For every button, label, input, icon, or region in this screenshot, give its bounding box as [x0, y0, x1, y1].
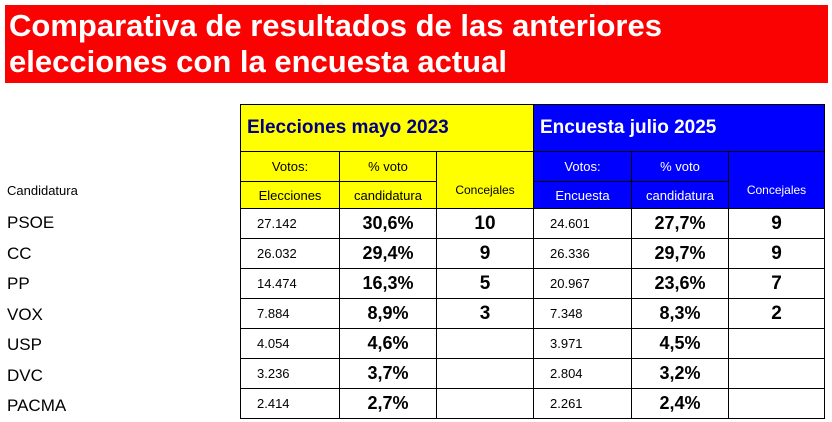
elecciones-pct-cell: 16,3%	[339, 268, 437, 299]
encuesta-seats-cell	[728, 388, 825, 419]
elecciones-concejales-header: Concejales	[436, 151, 534, 209]
elecciones-pct-header-1: % voto	[339, 151, 437, 182]
elecciones-votes-cell: 27.142	[240, 208, 340, 239]
table-row: 27.142 30,6% 10 24.601 27,7% 9	[240, 208, 825, 239]
party-names: PSOE CC PP VOX USP DVC PACMA	[7, 208, 66, 422]
elecciones-seats-cell: 10	[436, 208, 534, 239]
candidatura-header: Candidatura	[7, 183, 78, 198]
results-rows: 27.142 30,6% 10 24.601 27,7% 9 26.032 29,4% 9 26.…	[240, 208, 825, 419]
party-name: PACMA	[7, 396, 67, 415]
encuesta-votes-cell: 2.804	[533, 358, 632, 389]
results-table: Elecciones mayo 2023 Encuesta julio 2025…	[240, 104, 825, 419]
elecciones-group-title: Elecciones mayo 2023	[240, 104, 534, 152]
elecciones-votes-cell: 2.414	[240, 388, 340, 419]
encuesta-seats-cell: 9	[728, 208, 825, 239]
elecciones-pct-header-2: candidatura	[339, 181, 437, 209]
table-row: 3.236 3,7% 2.804 3,2%	[240, 358, 825, 389]
encuesta-pct-cell: 2,4%	[631, 388, 729, 419]
table-row: 26.032 29,4% 9 26.336 29,7% 9	[240, 238, 825, 269]
encuesta-votes-cell: 3.971	[533, 328, 632, 359]
encuesta-votos-header-2: Encuesta	[533, 181, 632, 209]
elecciones-seats-cell: 5	[436, 268, 534, 299]
encuesta-seats-cell: 7	[728, 268, 825, 299]
party-name: PSOE	[7, 213, 55, 232]
encuesta-group-title: Encuesta julio 2025	[533, 104, 825, 152]
elecciones-votes-cell: 4.054	[240, 328, 340, 359]
elecciones-votes-cell: 26.032	[240, 238, 340, 269]
encuesta-pct-cell: 29,7%	[631, 238, 729, 269]
party-name: PP	[7, 274, 30, 293]
encuesta-votes-cell: 2.261	[533, 388, 632, 419]
elecciones-seats-cell: 3	[436, 298, 534, 329]
encuesta-votes-cell: 24.601	[533, 208, 632, 239]
encuesta-seats-cell: 2	[728, 298, 825, 329]
party-name: USP	[7, 335, 42, 354]
party-name: DVC	[7, 365, 43, 385]
encuesta-votos-header-1: Votos:	[533, 151, 632, 182]
elecciones-pct-cell: 30,6%	[339, 208, 437, 239]
elecciones-pct-cell: 2,7%	[339, 388, 437, 419]
elecciones-pct-cell: 4,6%	[339, 328, 437, 359]
elecciones-pct-cell: 29,4%	[339, 238, 437, 269]
elecciones-pct-cell: 8,9%	[339, 298, 437, 329]
table-row: 2.414 2,7% 2.261 2,4%	[240, 388, 825, 419]
table-row: 4.054 4,6% 3.971 4,5%	[240, 328, 825, 359]
encuesta-seats-cell	[728, 328, 825, 359]
encuesta-votes-cell: 7.348	[533, 298, 632, 329]
table-row: 7.884 8,9% 3 7.348 8,3% 2	[240, 298, 825, 329]
encuesta-pct-cell: 3,2%	[631, 358, 729, 389]
encuesta-concejales-header: Concejales	[728, 151, 825, 209]
party-name: CC	[7, 243, 32, 263]
title-line-1: Comparativa de resultados de las anterio…	[9, 8, 662, 43]
encuesta-pct-header-1: % voto	[631, 151, 729, 182]
elecciones-seats-cell	[436, 328, 534, 359]
title-line-2: elecciones con la encuesta actual	[9, 44, 507, 79]
encuesta-pct-cell: 8,3%	[631, 298, 729, 329]
encuesta-pct-cell: 27,7%	[631, 208, 729, 239]
elecciones-votos-header-1: Votos:	[240, 151, 340, 182]
elecciones-pct-cell: 3,7%	[339, 358, 437, 389]
encuesta-pct-header-2: candidatura	[631, 181, 729, 209]
encuesta-pct-cell: 4,5%	[631, 328, 729, 359]
elecciones-concejales-label: Concejales	[455, 182, 515, 197]
elecciones-seats-cell	[436, 388, 534, 419]
encuesta-votes-cell: 20.967	[533, 268, 632, 299]
elecciones-votes-cell: 14.474	[240, 268, 340, 299]
elecciones-seats-cell: 9	[436, 238, 534, 269]
elecciones-votes-cell: 7.884	[240, 298, 340, 329]
elecciones-votes-cell: 3.236	[240, 358, 340, 389]
title-banner: Comparativa de resultados de las anterio…	[5, 5, 828, 83]
encuesta-concejales-label: Concejales	[746, 182, 807, 197]
encuesta-pct-cell: 23,6%	[631, 268, 729, 299]
elecciones-votos-header-2: Elecciones	[240, 181, 340, 209]
elecciones-seats-cell	[436, 358, 534, 389]
encuesta-votes-cell: 26.336	[533, 238, 632, 269]
table-row: 14.474 16,3% 5 20.967 23,6% 7	[240, 268, 825, 299]
encuesta-seats-cell: 9	[728, 238, 825, 269]
party-name: VOX	[7, 304, 43, 324]
encuesta-seats-cell	[728, 358, 825, 389]
